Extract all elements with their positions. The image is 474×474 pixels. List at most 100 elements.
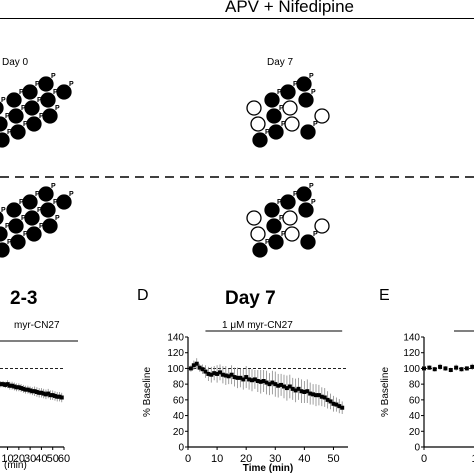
data-point-0-26: [264, 380, 269, 385]
data-point-0-14: [229, 372, 234, 377]
day0-top-spine-12-p-label: P: [55, 105, 60, 112]
data-point-0-14: [25, 387, 30, 392]
data-point-0-42: [311, 392, 316, 397]
y-tick-label-7: 140: [403, 333, 420, 344]
data-point-0-11: [220, 372, 225, 377]
data-point-0-4: [200, 367, 205, 372]
data-point-0-2: [432, 367, 437, 372]
day0-bottom-spine-1: [6, 202, 22, 218]
day7-top-spine-11: [284, 116, 300, 132]
day0-top-spine-8-p-label: P: [69, 81, 74, 88]
day0-bottom-spine-5-p-label: P: [21, 215, 26, 222]
day0-bottom-spine-0-p-label: P: [1, 207, 6, 214]
day0-bottom-spine-9: [0, 242, 10, 258]
data-point-0-20: [39, 390, 44, 395]
day0-top-spine-4: [0, 116, 8, 132]
y-tick-label-5: 100: [167, 364, 184, 375]
day0-top-spine-6: [24, 100, 40, 116]
data-point-0-22: [252, 377, 257, 382]
day0-bottom-spine-8: [56, 194, 72, 210]
data-point-0-5: [203, 369, 208, 374]
day0-top-spine-11-p-label: P: [39, 113, 44, 120]
data-point-0-17: [32, 389, 37, 394]
x-tick-label-4: 40: [35, 453, 47, 465]
data-point-0-30: [276, 383, 281, 388]
data-point-0-28: [57, 394, 62, 399]
data-point-0-4: [443, 366, 448, 371]
day7-bottom-spine-9: [252, 242, 268, 258]
data-point-0-5: [448, 368, 453, 372]
day0-top-spine-3-p-label: P: [51, 73, 56, 80]
day7-top-spine-1: [264, 92, 280, 108]
day7-top-spine-9-p-label: P: [265, 129, 270, 136]
day0-bottom-spine-7-p-label: P: [53, 199, 58, 206]
data-point-0-10: [218, 370, 222, 375]
data-point-0-33: [284, 386, 289, 391]
x-tick-label-2: 20: [13, 453, 25, 465]
data-point-0-24: [258, 379, 263, 384]
day0-top-spine-3: [38, 76, 54, 92]
data-point-0-47: [325, 397, 330, 402]
day7-top-spine-9: [252, 132, 268, 148]
day0-top-spine-0: [0, 101, 4, 115]
day0-top-spine-9-p-label: P: [7, 129, 12, 136]
day0-top-spine-12: [42, 108, 58, 124]
day0-top-spine-7: [40, 92, 56, 108]
x-tick-label-2: 20: [240, 453, 252, 465]
day7-bottom-spine-9-p-label: P: [265, 239, 270, 246]
day0-top-spine-5-p-label: P: [21, 105, 26, 112]
day7-bottom-spine-7: [298, 202, 314, 218]
day0-top-spine-5: [8, 108, 24, 124]
data-point-0-48: [328, 399, 333, 404]
day0-top-spine-2: [22, 84, 38, 100]
y-tick-label-5: 100: [403, 364, 420, 375]
y-tick-label-3: 60: [409, 395, 421, 406]
day7-top-spine-2-p-label: P: [293, 81, 298, 88]
day7-top-spine-12: [300, 124, 316, 140]
data-point-0-44: [316, 393, 321, 398]
data-point-0-16: [30, 389, 35, 394]
data-point-0-27: [55, 394, 60, 399]
day0-bottom-spine-8-p-label: P: [69, 191, 74, 198]
data-point-0-21: [41, 391, 46, 396]
data-point-0-6: [7, 383, 12, 388]
data-point-0-24: [48, 393, 53, 398]
data-point-0-3: [197, 365, 202, 370]
day7-label: Day 7: [267, 57, 294, 68]
day7-top-spine-6: [282, 100, 298, 116]
data-point-0-6: [206, 371, 211, 376]
data-point-0-12: [21, 386, 26, 391]
data-point-0-21: [250, 378, 254, 383]
data-point-0-5: [5, 382, 10, 387]
header-rule: [0, 18, 474, 19]
data-point-0-52: [340, 405, 345, 410]
y-tick-label-4: 80: [173, 380, 185, 391]
day7-top-spine-4: [250, 116, 266, 132]
day7-top-spine-1-p-label: P: [277, 89, 282, 96]
data-point-0-28: [270, 380, 275, 385]
day0-top-spine-7-p-label: P: [53, 89, 58, 96]
day0-bottom-spine-3: [38, 186, 54, 202]
panel-left-drug-label: myr-CN27: [14, 320, 60, 331]
day7-bottom-spine-1: [264, 202, 280, 218]
day7-bottom-spine-8: [314, 218, 330, 234]
data-point-0-8: [212, 371, 217, 376]
data-point-0-1: [191, 363, 196, 368]
day0-top-spine-9: [0, 132, 10, 148]
day7-bottom-spine-6: [282, 210, 298, 226]
data-point-0-7: [209, 372, 214, 377]
day7-bottom-spine-3: [296, 186, 312, 202]
day7-bottom-spine-10: [268, 234, 284, 250]
day7-top-spine-10: [268, 124, 284, 140]
data-point-0-16: [235, 375, 240, 380]
day0-bottom-spine-10-p-label: P: [23, 231, 28, 238]
y-tick-label-2: 40: [173, 411, 185, 422]
data-point-0-46: [322, 395, 327, 400]
x-tick-label-3: 30: [24, 453, 36, 465]
y-tick-label-0: 0: [414, 443, 420, 454]
data-point-0-36: [293, 388, 298, 393]
day0-bottom-spine-7: [40, 202, 56, 218]
data-point-0-13: [226, 374, 231, 379]
data-point-0-45: [319, 394, 324, 399]
chart-d: 0 20 40 60 80 100 120 140 0 10 20 30 40 50 % Baseline T…: [142, 330, 348, 474]
